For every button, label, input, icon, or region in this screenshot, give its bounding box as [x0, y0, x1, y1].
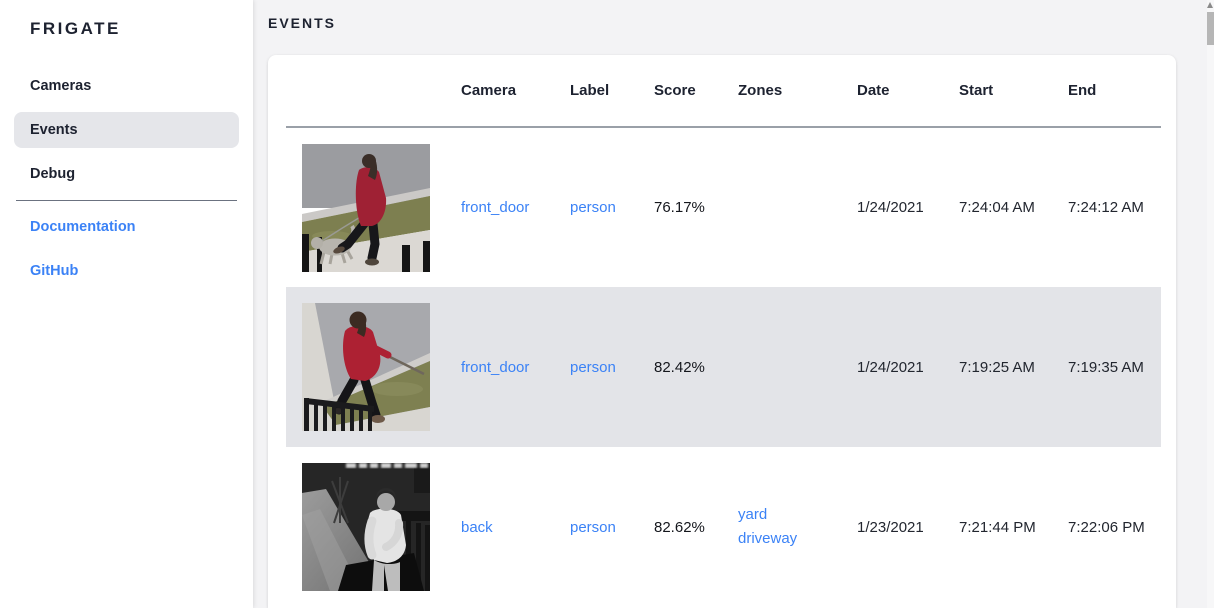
table-header-row: Camera Label Score Zones Date Start End [286, 55, 1161, 128]
main-content: EVENTS Camera Label Score Zones Date Sta… [253, 0, 1214, 608]
label-link[interactable]: person [570, 518, 616, 536]
zones-cell [722, 287, 841, 447]
scrollbar-thumb[interactable] [1207, 12, 1214, 45]
thumbnail-timestamp-overlay [346, 463, 428, 468]
vertical-scrollbar[interactable] [1207, 0, 1214, 608]
scroll-up-arrow-icon[interactable] [1207, 2, 1213, 8]
event-thumbnail[interactable] [302, 303, 430, 431]
column-header-zones: Zones [722, 55, 841, 128]
sidebar: FRIGATE Cameras Events Debug Documentati… [0, 0, 253, 608]
sidebar-link-documentation[interactable]: Documentation [30, 219, 136, 235]
sidebar-divider [16, 200, 237, 201]
column-header-label: Label [554, 55, 638, 128]
camera-link[interactable]: front_door [445, 287, 554, 447]
page-title: EVENTS [268, 15, 337, 31]
event-row[interactable]: front_door person 82.42% 1/24/2021 7:19:… [286, 287, 1161, 447]
event-thumbnail[interactable] [302, 463, 430, 591]
date-value: 1/24/2021 [841, 287, 943, 447]
event-row[interactable]: front_door person 76.17% 1/24/2021 7:24:… [286, 127, 1161, 287]
zones-cell: yard driveway [722, 447, 841, 607]
score-value: 76.17% [654, 199, 705, 216]
column-header-score: Score [638, 55, 722, 128]
column-header-end: End [1052, 55, 1161, 128]
sidebar-item-events[interactable]: Events [14, 112, 239, 148]
date-value: 1/24/2021 [857, 199, 924, 216]
event-row[interactable]: back person 82.62% yard driveway 1/23/20… [286, 447, 1161, 607]
score-value: 82.62% [654, 518, 705, 536]
score-value: 82.42% [638, 287, 722, 447]
end-time-value: 7:19:35 AM [1052, 287, 1161, 447]
column-header-date: Date [841, 55, 943, 128]
events-table: Camera Label Score Zones Date Start End [286, 55, 1161, 607]
sidebar-link-github[interactable]: GitHub [30, 263, 79, 279]
zone-link[interactable]: yard [738, 506, 768, 523]
label-link[interactable]: person [554, 287, 638, 447]
app-title: FRIGATE [30, 19, 121, 38]
thumbnail-cell [286, 287, 445, 447]
column-header-camera: Camera [445, 55, 554, 128]
end-time-value: 7:22:06 PM [1068, 518, 1145, 536]
camera-link[interactable]: front_door [461, 199, 530, 216]
start-time-value: 7:21:44 PM [959, 518, 1036, 536]
thumbnail-cell [286, 127, 445, 287]
sidebar-nav: Cameras Events Debug Documentation GitHu… [14, 68, 239, 289]
sidebar-item-cameras[interactable]: Cameras [30, 78, 92, 94]
column-header-start: Start [943, 55, 1052, 128]
zone-link[interactable]: driveway [738, 530, 798, 547]
date-value: 1/23/2021 [857, 518, 924, 536]
sidebar-item-debug[interactable]: Debug [30, 166, 76, 182]
event-thumbnail[interactable] [302, 143, 430, 272]
events-card: Camera Label Score Zones Date Start End [268, 55, 1176, 608]
start-time-value: 7:19:25 AM [943, 287, 1052, 447]
zones-cell [722, 127, 841, 287]
end-time-value: 7:24:12 AM [1068, 199, 1144, 216]
column-header-thumbnail [286, 55, 445, 128]
label-link[interactable]: person [570, 199, 616, 216]
start-time-value: 7:24:04 AM [959, 199, 1035, 216]
thumbnail-cell [286, 447, 445, 607]
camera-link[interactable]: back [461, 518, 493, 536]
